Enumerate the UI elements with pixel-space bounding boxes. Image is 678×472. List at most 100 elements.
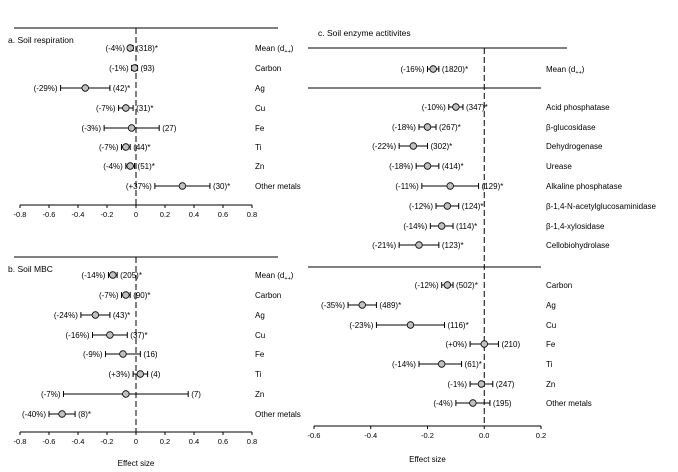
category-label: Ti [255, 143, 262, 152]
percent-change-label: (-35%) [321, 301, 345, 310]
percent-change-label: (-22%) [372, 142, 396, 151]
sample-size-label: (44)* [133, 143, 150, 152]
forest-row: (-10%) (347)* Acid phosphatase [422, 103, 610, 112]
x-tick-label: 0.4 [189, 437, 199, 446]
sample-size-label: (51)* [138, 162, 155, 171]
effect-point [119, 350, 127, 358]
category-label: β-glucosidase [546, 123, 596, 132]
sample-size-label: (7) [191, 390, 201, 399]
percent-change-label: (-24%) [54, 311, 78, 320]
effect-point [437, 360, 446, 368]
effect-point [126, 44, 134, 52]
x-tick-label: 0.0 [479, 431, 489, 440]
category-label: Other metals [255, 182, 301, 191]
percent-change-label: (-1%) [109, 64, 129, 73]
forest-row: (-11%) (129)* Alkaline phosphatase [395, 182, 622, 191]
panel-a: a. Soil respiration -0.8 -0.6 -0.4 -0.2 0 0.2 0… [8, 27, 301, 219]
x-tick-label: 0.6 [218, 210, 228, 219]
forest-row: (-12%) (124)* β-1,4-N-acetylglucosaminidas… [409, 202, 657, 211]
effect-point [106, 331, 114, 339]
percent-change-label: (-16%) [400, 65, 424, 74]
sample-size-label: (502)* [456, 281, 478, 290]
x-tick-label: -0.6 [43, 437, 56, 446]
effect-point [480, 340, 488, 348]
percent-change-label: (+0%) [446, 340, 468, 349]
forest-row: (-7%) (7) Zn [41, 390, 264, 399]
effect-point [423, 162, 432, 170]
category-label: Cu [255, 104, 265, 113]
category-label: Ti [546, 360, 553, 369]
percent-change-label: (-7%) [99, 291, 119, 300]
percent-change-label: (-23%) [349, 321, 373, 330]
category-label: Cu [255, 331, 265, 340]
sample-size-label: (116)* [448, 321, 469, 330]
percent-change-label: (-14%) [403, 222, 427, 231]
x-tick-label: -0.4 [72, 210, 85, 219]
forest-row: (-23%) (116)* Cu [349, 321, 556, 330]
x-tick-label: 0.2 [536, 431, 546, 440]
percent-change-label: (+37%) [126, 182, 152, 191]
effect-point [126, 162, 134, 170]
sample-size-label: (43)* [113, 311, 130, 320]
sample-size-label: (1820)* [442, 65, 468, 74]
forest-row: (-1%) (93) Carbon [109, 64, 281, 73]
sample-size-label: (129)* [482, 182, 504, 191]
percent-change-label: (-1%) [448, 380, 468, 389]
effect-point [477, 380, 486, 388]
percent-change-label: (-3%) [82, 124, 102, 133]
percent-change-label: (+3%) [109, 370, 131, 379]
x-tick-label: 0 [134, 437, 138, 446]
x-tick-label: -0.6 [43, 210, 56, 219]
x-tick-label: -0.8 [14, 210, 27, 219]
category-label: Urease [546, 162, 572, 171]
category-label: Mean (d++) [255, 271, 294, 282]
sample-size-label: (114)* [456, 222, 477, 231]
sample-size-label: (93) [140, 64, 155, 73]
effect-point [122, 104, 130, 112]
percent-change-label: (-4%) [105, 44, 125, 53]
category-label: Mean (d++) [546, 65, 585, 76]
forest-row: (-16%) (1820)* Mean (d++) [400, 65, 584, 76]
effect-point [122, 143, 130, 151]
effect-point [122, 390, 130, 398]
percent-change-label: (-40%) [22, 410, 46, 419]
forest-row: (-7%) (90)* Carbon [99, 291, 281, 300]
effect-point [81, 84, 89, 92]
percent-change-label: (-9%) [83, 350, 103, 359]
panel-b: b. Soil MBC -0.8 -0.6 -0.4 -0.2 0 0.2 0.4 0.6 0.8… [8, 256, 301, 468]
category-label: Fe [255, 124, 265, 133]
category-label: Dehydrogenase [546, 142, 603, 151]
percent-change-label: (-10%) [422, 103, 446, 112]
x-tick-label: -0.2 [101, 437, 114, 446]
percent-change-label: (-12%) [409, 202, 433, 211]
effect-point [58, 410, 66, 418]
category-label: Cu [546, 321, 556, 330]
x-tick-label: -0.6 [308, 431, 321, 440]
forest-row: (-4%) (51)* Zn [103, 162, 264, 171]
effect-point [423, 123, 432, 131]
forest-row: (+3%) (4) Ti [109, 370, 262, 379]
x-tick-label: -0.2 [101, 210, 114, 219]
sample-size-label: (205)* [120, 271, 142, 280]
forest-row: (-21%) (123)* Cellobiohydrolase [372, 241, 610, 250]
effect-point [452, 103, 460, 111]
effect-point [109, 271, 117, 279]
sample-size-label: (90)* [133, 291, 150, 300]
effect-point [130, 64, 139, 72]
panel-title: c. Soil enzyme actitivites [318, 28, 411, 38]
category-label: Zn [255, 162, 264, 171]
category-label: β-1,4-xylosidase [546, 222, 605, 231]
effect-point [429, 65, 437, 73]
forest-row: (-3%) (27) Fe [82, 124, 265, 133]
forest-row: (-18%) (414)* Urease [389, 162, 572, 171]
sample-size-label: (318)* [136, 44, 158, 53]
forest-row: (-14%) (114)* β-1,4-xylosidase [403, 222, 605, 231]
category-label: Mean (d++) [255, 44, 294, 55]
category-label: Alkaline phosphatase [546, 182, 623, 191]
category-label: Ag [255, 84, 265, 93]
forest-row: (+0%) (210) Fe [446, 340, 556, 349]
sample-size-label: (195) [493, 399, 512, 408]
panel-c: c. Soil enzyme actitivites -0.6 -0.4 -0.2 0.… [308, 28, 657, 464]
sample-size-label: (247) [496, 380, 515, 389]
